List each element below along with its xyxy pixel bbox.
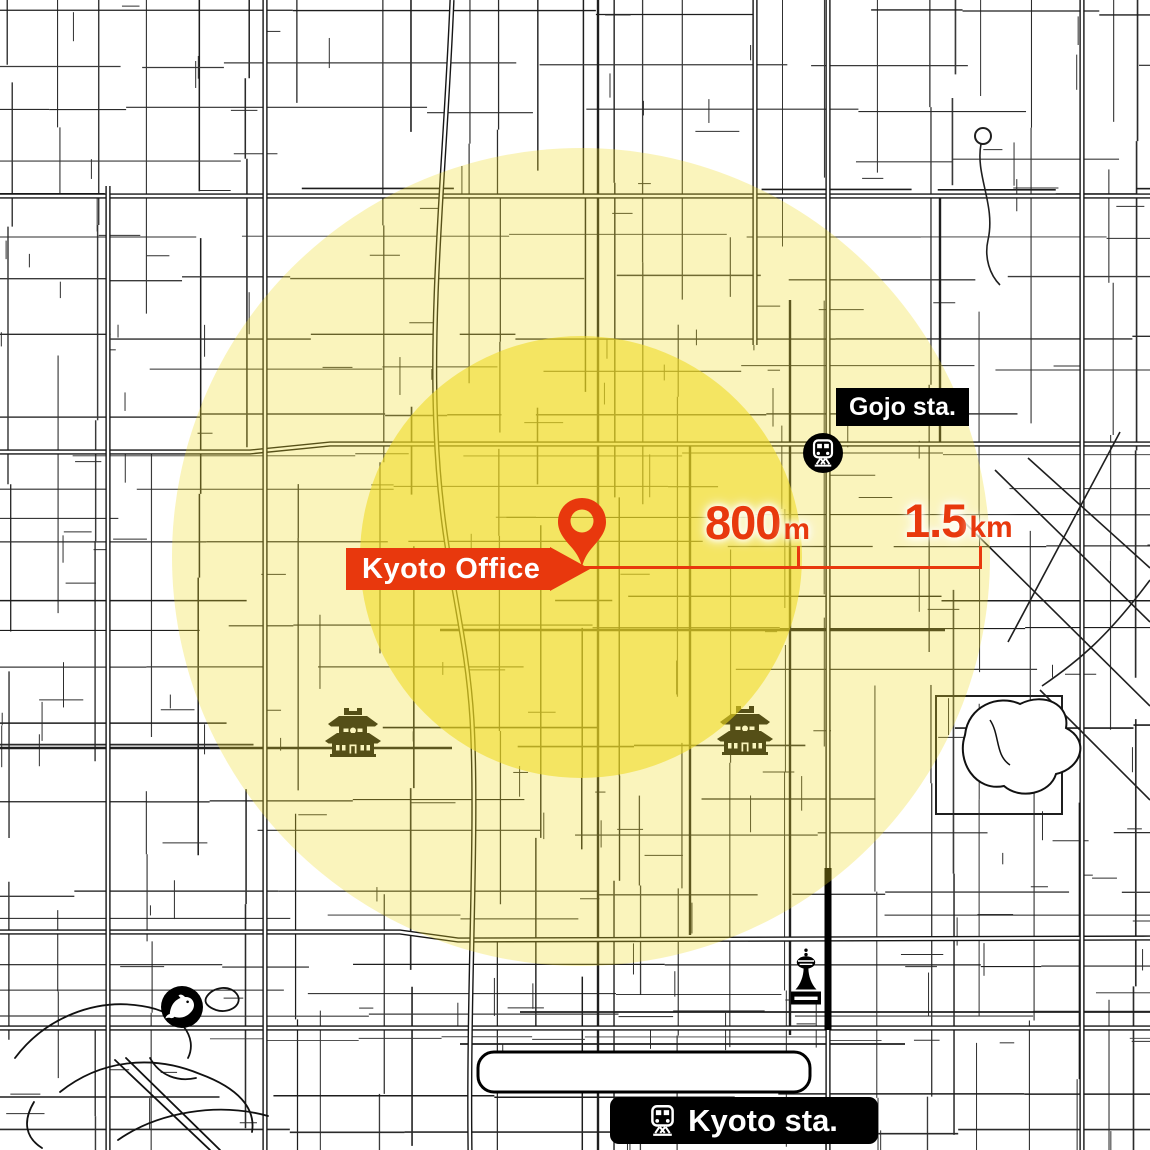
distance-unit: m [783,513,811,546]
train-icon [651,1105,674,1136]
gojo-station-label: Gojo sta. [836,388,969,426]
office-label: Kyoto Office [346,547,591,591]
train-icon [812,439,834,467]
distance-value: 1.5 [904,494,967,547]
park-paths [14,987,269,1150]
distance-value: 800 [705,496,781,549]
diagonal-roads [961,127,1150,801]
distance-unit: km [969,511,1013,544]
distance-label-1-5km: 1.5 km [904,497,1013,544]
kyoto-station-label: Kyoto sta. [610,1097,878,1144]
distance-line [582,566,982,569]
station-building [476,1050,812,1094]
tower-icon [791,948,821,1005]
gojo-station-marker [803,433,843,473]
map-pin-icon [558,498,606,567]
distance-tick-800m [797,546,800,569]
distance-tick-1-5km [979,546,982,569]
kyoto-station-text: Kyoto sta. [688,1102,838,1138]
shrine-grounds [935,695,1082,815]
distance-label-800m: 800 m [705,499,810,546]
dolphin-icon [161,986,203,1028]
